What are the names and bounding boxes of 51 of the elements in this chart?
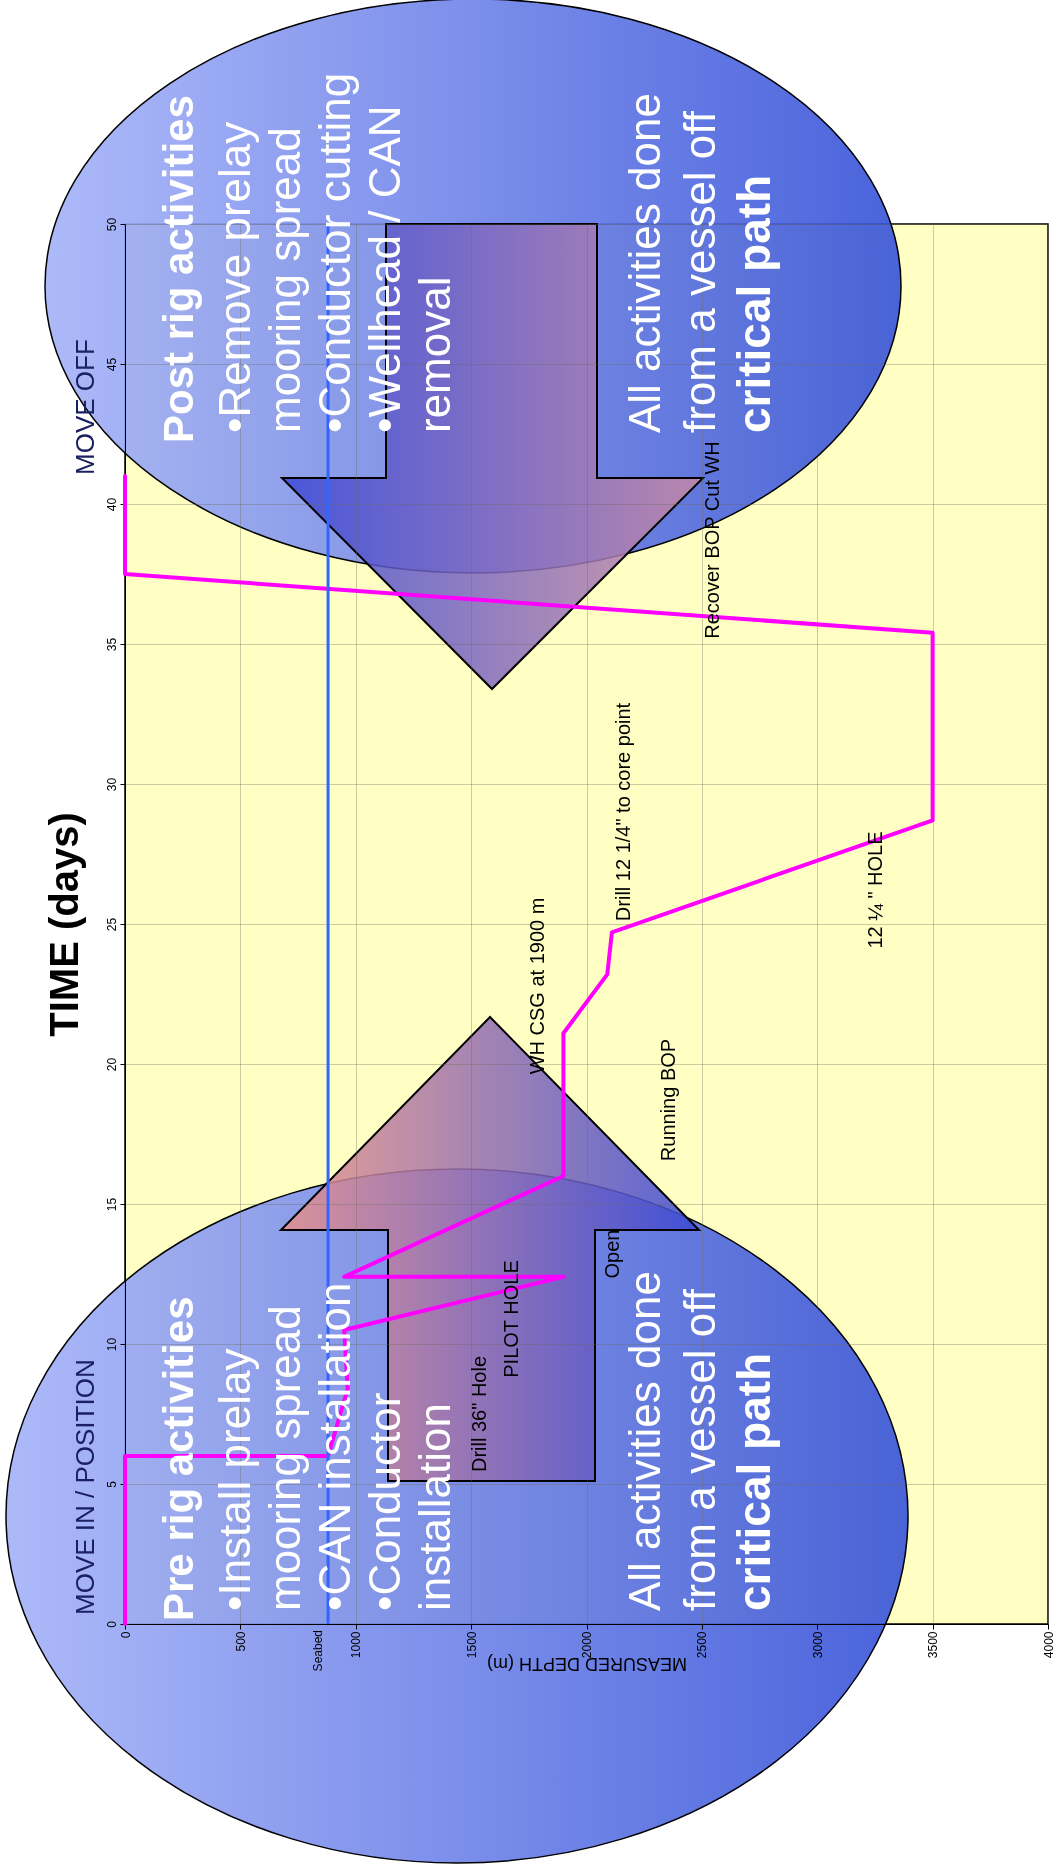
y-tick-label: 50 bbox=[104, 217, 119, 232]
x-tick-label: 500 bbox=[233, 1631, 248, 1652]
annotation: Pre rig activities bbox=[155, 1296, 202, 1621]
annotation: •Conductor cutting bbox=[310, 72, 359, 433]
annotation: PILOT HOLE bbox=[500, 1260, 522, 1378]
annotation: from a vessel off bbox=[675, 110, 724, 433]
x-tick-label: 1000 bbox=[349, 1631, 364, 1659]
annotation: •CAN installation bbox=[310, 1282, 359, 1611]
x-tick-label: 4000 bbox=[1041, 1631, 1056, 1659]
annotation: WH CSG at 1900 m bbox=[526, 897, 548, 1075]
y-axis-title: TIME (days) bbox=[41, 812, 86, 1037]
annotation: mooring spread bbox=[260, 1305, 309, 1611]
annotation: •Install prelay bbox=[210, 1348, 259, 1611]
x-tick-label: 2000 bbox=[580, 1631, 594, 1659]
y-tick-label: 45 bbox=[104, 357, 119, 372]
y-tick-label: 15 bbox=[104, 1197, 119, 1212]
y-tick-label: 20 bbox=[104, 1057, 119, 1072]
annotation: Drill 12 1/4" to core point bbox=[612, 702, 634, 922]
x-tick-label: 2500 bbox=[695, 1631, 710, 1659]
annotation: installation bbox=[410, 1403, 459, 1611]
annotation: Post rig activities bbox=[155, 95, 202, 443]
x-tick-label: 3000 bbox=[810, 1631, 825, 1659]
annotation: Running BOP bbox=[657, 1038, 679, 1162]
y-tick-label: 40 bbox=[104, 497, 119, 512]
annotation: mooring spread bbox=[260, 127, 309, 433]
annotation: All activities done bbox=[620, 93, 669, 433]
y-tick-label: 0 bbox=[104, 1620, 119, 1628]
annotation: critical path bbox=[728, 1352, 780, 1611]
x-tick-label: 3500 bbox=[926, 1631, 941, 1659]
y-tick-label: 35 bbox=[104, 637, 119, 652]
y-tick-label: 30 bbox=[104, 777, 119, 792]
ref-line-label: Seabed bbox=[311, 1630, 326, 1672]
annotation: 12 ¼ " HOLE bbox=[864, 831, 886, 949]
annotation: from a vessel off bbox=[675, 1288, 724, 1611]
annotation: •Remove prelay bbox=[210, 121, 259, 433]
annotation: All activities done bbox=[620, 1271, 669, 1611]
line-series bbox=[123, 474, 935, 1626]
x-tick-label: 1500 bbox=[464, 1631, 479, 1659]
y-tick-label: 5 bbox=[104, 1480, 119, 1488]
text: MOVE IN / POSITION bbox=[70, 1359, 100, 1615]
annotation: Drill 36" Hole bbox=[468, 1355, 490, 1473]
annotation: •Conductor bbox=[360, 1392, 409, 1611]
annotation: Open bbox=[601, 1229, 623, 1279]
x-tick-label: 0 bbox=[118, 1631, 133, 1639]
text: MOVE OFF bbox=[70, 339, 100, 475]
annotation: •Wellhead / CAN bbox=[360, 105, 409, 433]
annotation: critical path bbox=[728, 174, 780, 433]
y-tick-label: 25 bbox=[104, 917, 119, 932]
annotation: removal bbox=[410, 276, 459, 433]
y-tick-label: 10 bbox=[104, 1337, 119, 1352]
annotation: Recover BOP Cut WH bbox=[701, 441, 723, 639]
